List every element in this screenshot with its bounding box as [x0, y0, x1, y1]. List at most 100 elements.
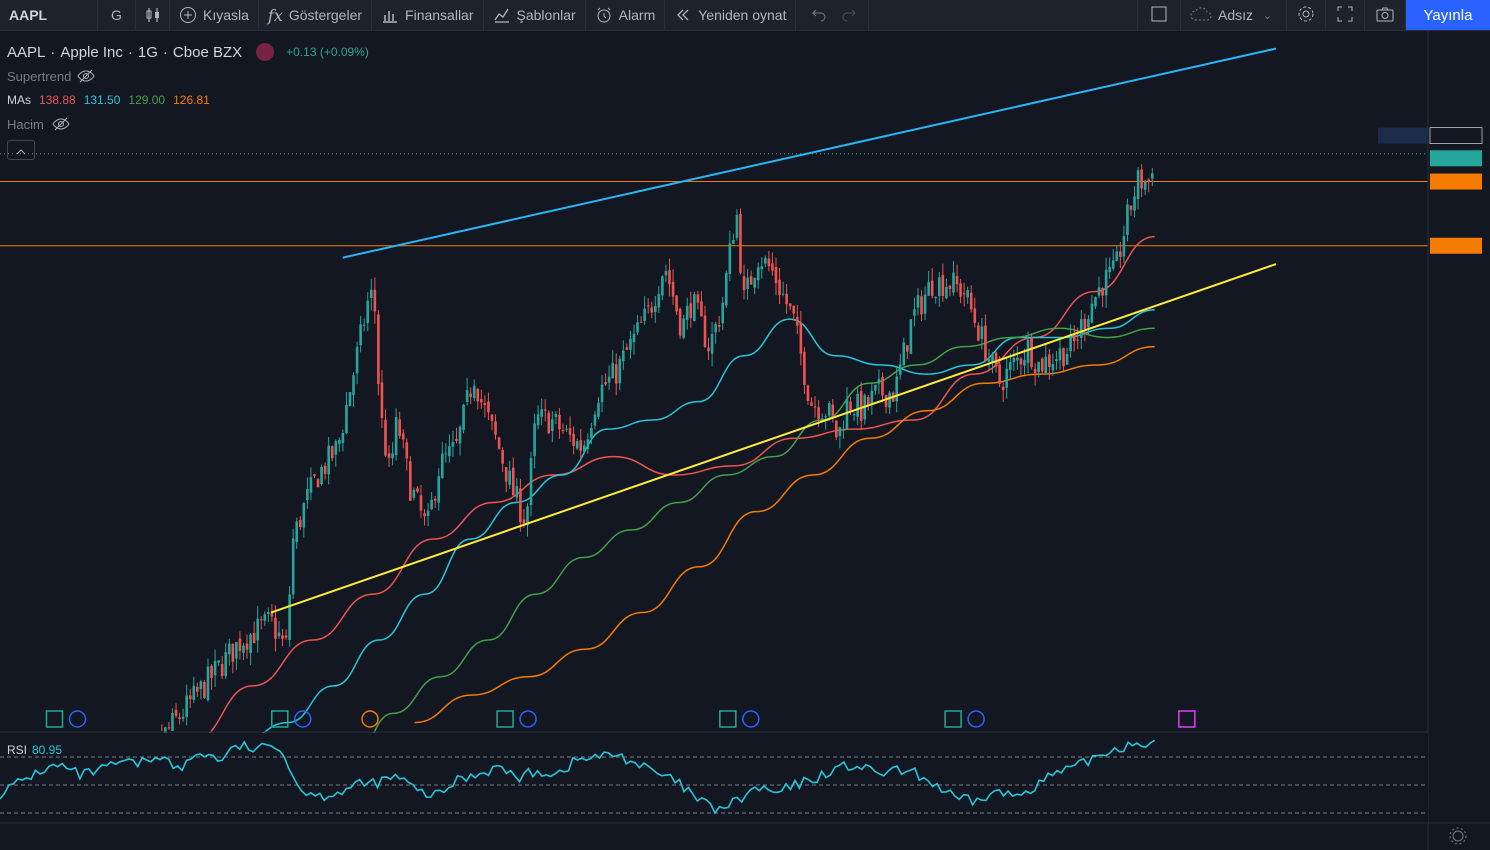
candle-body: [217, 660, 220, 663]
supertrend-legend[interactable]: Supertrend: [7, 64, 369, 88]
candle-body: [426, 510, 430, 516]
financials-button[interactable]: Finansallar: [372, 0, 484, 30]
candle-body: [813, 406, 817, 408]
candle-body: [984, 325, 987, 361]
publish-label: Yayınla: [1423, 6, 1473, 24]
earnings-marker: [944, 710, 962, 728]
candle-body: [419, 495, 423, 511]
candle-body: [590, 427, 593, 439]
volume-label: Hacim: [7, 116, 44, 132]
event-markers[interactable]: [45, 710, 1196, 728]
chart-type-button[interactable]: [136, 0, 170, 30]
candle-body: [781, 293, 785, 295]
trendlines[interactable]: [270, 47, 1277, 614]
candle-body: [263, 614, 267, 621]
candle-body: [440, 453, 444, 479]
candle-body: [352, 375, 355, 396]
candle-body: [1055, 359, 1058, 362]
replay-button[interactable]: Yeniden oynat: [665, 0, 797, 30]
candle-body: [384, 419, 387, 456]
redo-button[interactable]: [834, 0, 870, 30]
market-status-dot[interactable]: [256, 43, 275, 61]
candle-body: [764, 257, 767, 264]
candle-body: [604, 382, 607, 385]
ma2-value: 131.50: [83, 93, 121, 107]
candle-body: [313, 474, 316, 477]
candle-body: [870, 390, 874, 405]
alert-button[interactable]: Alarm: [586, 0, 666, 30]
candle-body: [767, 258, 771, 267]
earnings-marker: [1178, 710, 1196, 728]
eye-off-icon[interactable]: [52, 117, 70, 131]
candle-body: [771, 263, 774, 271]
candle-body: [817, 407, 820, 419]
candle-body: [199, 681, 203, 689]
volume-legend[interactable]: Hacim: [7, 112, 369, 136]
layout-grid-button[interactable]: [1137, 0, 1181, 30]
templates-button[interactable]: Şablonlar: [484, 0, 586, 30]
candle-body: [930, 280, 934, 296]
price-chart[interactable]: RSI 80.95: [0, 31, 1490, 850]
candle-body: [614, 364, 618, 384]
candle-body: [192, 685, 196, 700]
candle-body: [1129, 205, 1133, 210]
moving-average-line: [196, 309, 1155, 761]
candle-body: [788, 303, 792, 307]
screenshot-button[interactable]: [1365, 0, 1406, 30]
settings-button[interactable]: [1287, 0, 1326, 30]
candle-body: [178, 717, 181, 719]
publish-button[interactable]: Yayınla: [1406, 0, 1490, 30]
ma1-value: 138.88: [39, 93, 76, 107]
indicators-button[interactable]: fx Göstergeler: [259, 0, 373, 30]
candle-body: [838, 427, 842, 437]
candle-body: [749, 276, 753, 285]
undo-button[interactable]: [796, 0, 834, 30]
chevron-up-icon: [16, 143, 26, 158]
candle-body: [394, 417, 398, 456]
candle-body: [831, 404, 835, 419]
candle-body: [1115, 251, 1119, 261]
interval-button[interactable]: G: [98, 0, 136, 30]
eye-off-icon[interactable]: [77, 69, 95, 83]
candle-body: [1016, 357, 1019, 361]
dividend-marker: [742, 710, 760, 728]
legend-collapse-button[interactable]: [7, 140, 35, 160]
rsi-value: 80.95: [32, 743, 62, 757]
candle-body: [501, 449, 504, 464]
candle-body: [973, 308, 977, 323]
candle-body: [866, 396, 870, 406]
candle-body: [859, 390, 863, 421]
candle-body: [366, 300, 370, 324]
candle-body: [586, 439, 590, 449]
interval-label: G: [111, 7, 122, 23]
candle-body: [515, 486, 519, 498]
compare-button[interactable]: Kıyasla: [170, 0, 259, 30]
candle-body: [1001, 386, 1005, 391]
candle-body: [948, 285, 952, 289]
mas-legend[interactable]: MAs 138.88 131.50 129.00 126.81: [7, 88, 369, 112]
candle-body: [487, 401, 490, 413]
candle-body: [306, 489, 309, 501]
candle-body: [795, 317, 799, 326]
layout-name-label: Adsız: [1218, 7, 1254, 23]
candle-body: [455, 438, 458, 441]
candle-body: [959, 283, 962, 297]
candle-body: [522, 519, 526, 524]
candle-body: [916, 295, 920, 308]
candle-body: [348, 392, 352, 407]
candle-body: [174, 709, 178, 716]
candle-body: [274, 617, 277, 639]
candle-body: [242, 645, 245, 653]
moving-average-line: [132, 235, 1155, 788]
time-axis-settings-icon[interactable]: [1449, 827, 1467, 845]
rewind-icon: [674, 6, 692, 24]
candle-body: [1058, 348, 1062, 361]
layout-name-button[interactable]: Adsız ⌄: [1181, 0, 1287, 30]
symbol-search-button[interactable]: AAPL: [0, 0, 98, 30]
function-icon: fx: [267, 5, 283, 25]
redo-icon: [840, 5, 858, 26]
candle-body: [316, 479, 320, 488]
fullscreen-button[interactable]: [1326, 0, 1365, 30]
candle-body: [877, 378, 881, 384]
candle-body: [906, 345, 909, 352]
